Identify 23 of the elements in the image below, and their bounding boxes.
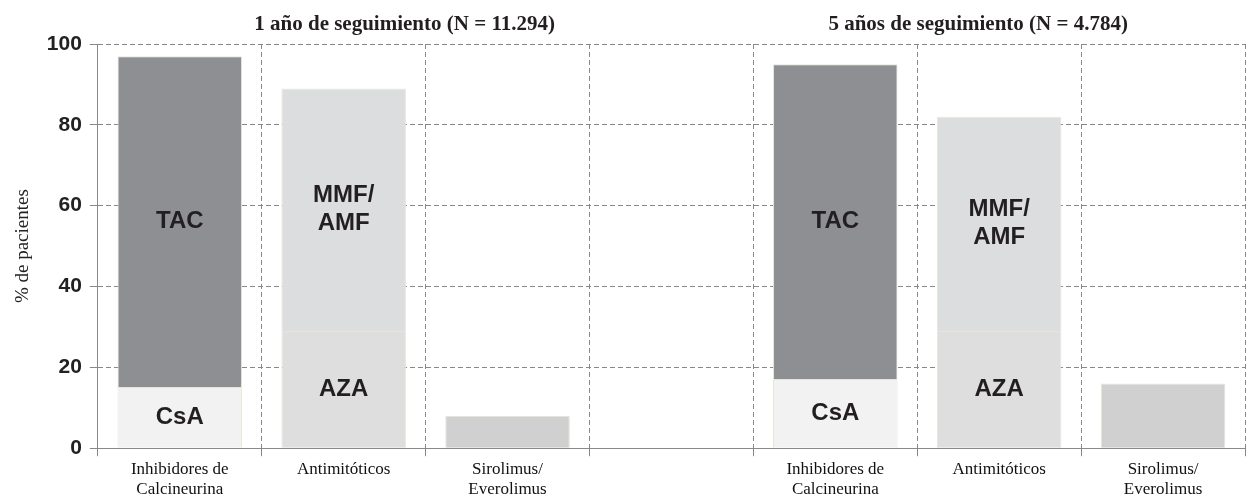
y-tick-label: 60 [58,192,82,216]
y-tick-label: 0 [70,435,82,458]
data-label: CsA [155,402,204,430]
text: 1 año de seguimiento (N = 11.294) [254,11,555,35]
y-tick-label: 20 [58,354,82,378]
data-label: MMF/ AMF [968,194,1031,250]
data-label: AZA [318,373,369,401]
data-label: AZA [974,373,1024,401]
x-tick-label: Antimitóticos [296,458,391,478]
data-label: CsA [811,398,860,426]
y-tick-label: 80 [58,111,82,135]
x-tick-label: Antimitóticos [952,458,1046,478]
x-tick-label: Sirolimus/ Everolimus [1123,458,1203,499]
text: 5 años de seguimiento (N = 4.784) [828,11,1128,35]
y-axis-title: % de pacientes [11,189,33,304]
data-label: TAC [811,206,860,234]
x-tick-label: Inhibidores de Calcineurina [130,458,229,499]
data-label: MMF/ AMF [313,180,375,236]
x-tick-label: Inhibidores de Calcineurina [786,458,885,499]
x-tick-label: Sirolimus/ Everolimus [468,458,547,499]
y-tick-label: 40 [58,273,82,297]
y-tick-label: 100 [46,30,82,54]
data-label: TAC [156,206,204,234]
